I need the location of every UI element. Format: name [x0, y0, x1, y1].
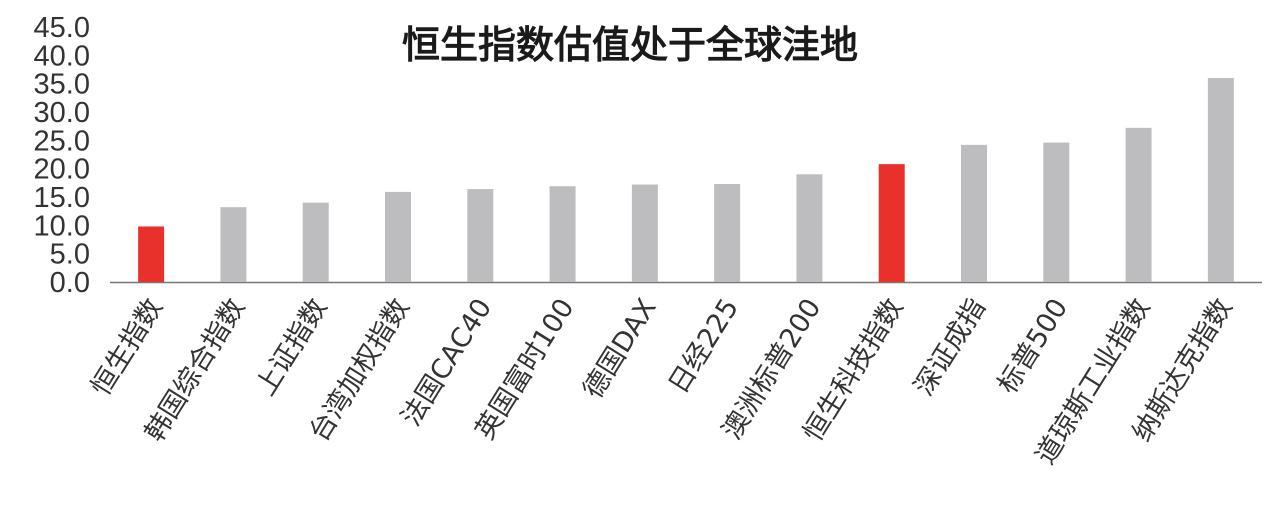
x-tick-label: 日经225 [663, 293, 745, 399]
bar [385, 191, 411, 282]
bar [302, 202, 329, 282]
y-tick-label: 30.0 [34, 97, 90, 129]
bar [961, 144, 987, 282]
y-tick-label: 45.0 [34, 12, 90, 44]
y-tick-label: 10.0 [34, 210, 90, 242]
y-tick-label: 15.0 [34, 182, 90, 214]
y-tick-label: 0.0 [50, 267, 90, 299]
bar [1207, 78, 1234, 282]
chart-title: 恒生指数估值处于全球洼地 [402, 23, 858, 67]
x-tick-label: 上证指数 [250, 293, 334, 401]
bars [138, 78, 1234, 282]
y-tick-label: 20.0 [34, 154, 90, 186]
y-axis: 0.05.010.015.020.025.030.035.040.045.0 [34, 12, 1262, 299]
bar [220, 207, 247, 282]
bar [467, 189, 494, 282]
y-tick-label: 40.0 [34, 40, 90, 72]
y-tick-label: 5.0 [50, 239, 90, 271]
x-tick-label: 标普500 [992, 293, 1074, 399]
bar [714, 183, 741, 282]
bar [878, 164, 905, 282]
bar [631, 184, 658, 282]
y-tick-label: 35.0 [34, 69, 90, 101]
bar [1043, 142, 1070, 282]
bar [138, 226, 165, 282]
x-tick-label: 深证成指 [908, 293, 992, 401]
x-tick-label: 德国DAX [578, 293, 663, 404]
bar [1125, 127, 1152, 282]
x-tick-label: 恒生指数 [86, 293, 170, 401]
bar [796, 174, 823, 282]
y-tick-label: 25.0 [34, 125, 90, 157]
bar [549, 186, 576, 282]
